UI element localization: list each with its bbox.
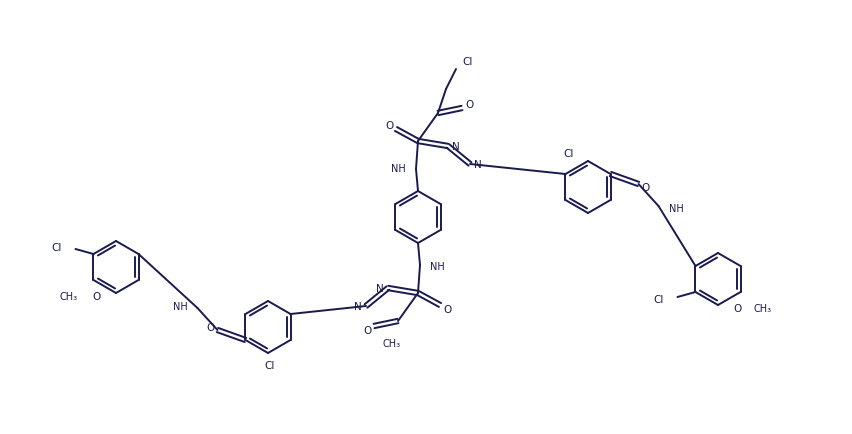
Text: Cl: Cl [265,360,275,370]
Text: O: O [642,183,649,193]
Text: O: O [443,304,451,314]
Text: NH: NH [669,204,683,214]
Text: Cl: Cl [564,149,574,159]
Text: O: O [733,303,741,313]
Text: O: O [206,322,215,332]
Text: N: N [474,160,482,170]
Text: NH: NH [391,164,406,174]
Text: N: N [376,283,384,293]
Text: O: O [465,100,473,110]
Text: Cl: Cl [462,57,472,67]
Text: O: O [385,121,393,131]
Text: CH₃: CH₃ [383,338,401,348]
Text: Cl: Cl [653,294,664,304]
Text: NH: NH [430,261,445,271]
Text: NH: NH [173,301,187,311]
Text: O: O [93,291,101,301]
Text: CH₃: CH₃ [753,303,771,313]
Text: CH₃: CH₃ [60,291,78,301]
Text: O: O [363,325,371,335]
Text: Cl: Cl [51,243,61,253]
Text: N: N [452,141,460,151]
Text: N: N [354,301,362,311]
